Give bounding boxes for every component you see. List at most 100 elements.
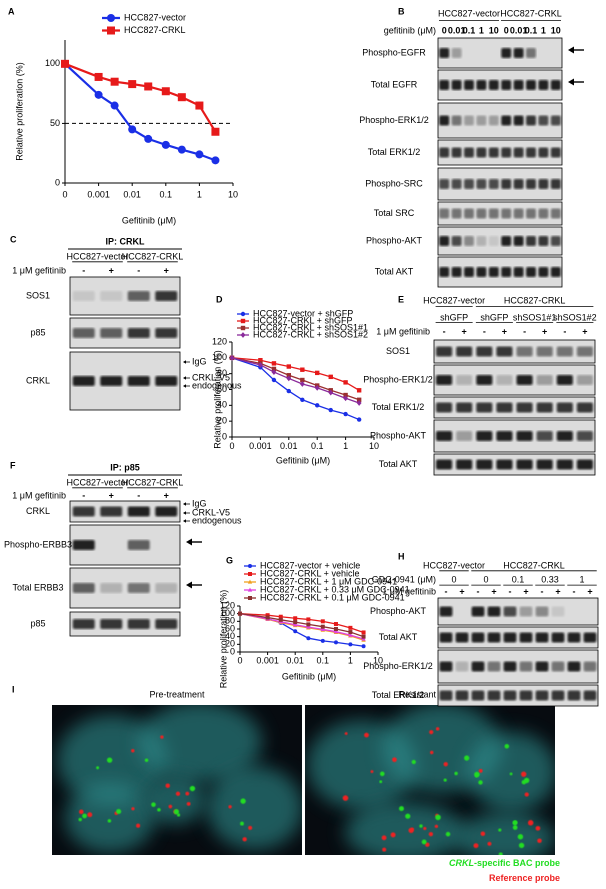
blot-band [538, 236, 549, 246]
x-tick-label: 0.1 [311, 441, 324, 451]
marker [293, 629, 298, 634]
blot-band [526, 80, 536, 90]
crkl-probe-signal [240, 821, 244, 826]
reference-probe-signal [228, 805, 232, 809]
group-label: HCC827-CRKL [504, 295, 566, 305]
marker [240, 332, 246, 338]
blot-band [476, 236, 487, 246]
subgroup-label: shSOS1#1 [513, 312, 557, 322]
blot-band [526, 48, 536, 58]
blot-strip [437, 684, 599, 707]
legend-label: HCC827-CRKL + 0.33 μM GDC-0941 [260, 584, 410, 594]
lane-label: 1 [479, 25, 484, 35]
blot-band [455, 690, 469, 701]
marker [343, 392, 348, 398]
marker [271, 377, 277, 383]
panel-letter: B [398, 6, 405, 16]
marker [107, 26, 115, 35]
legend-label: HCC827-CRKL + 0.1 μM GDC-0941 [260, 592, 405, 602]
blot-band [538, 115, 549, 126]
blot-band [536, 459, 553, 470]
marker [348, 642, 353, 647]
reference-probe-signal [430, 750, 434, 755]
dose-label: GDC-0941 (μM) [372, 574, 436, 584]
blot-band [538, 267, 549, 277]
x-tick-label: 0.1 [317, 656, 330, 666]
blot-band [567, 632, 581, 643]
reference-probe-signal [131, 749, 135, 753]
panel-letter: H [398, 551, 405, 561]
crkl-probe-signal [419, 824, 423, 828]
x-axis-label: Gefitinib (μM) [276, 455, 330, 465]
blot-band [476, 179, 487, 189]
marker [229, 354, 235, 361]
reference-probe-signal [443, 762, 448, 767]
blot-band [439, 267, 450, 277]
blot-band [464, 115, 474, 126]
marker [61, 59, 69, 68]
lane-label: - [443, 326, 446, 336]
x-tick-label: 10 [373, 656, 383, 666]
blot-band [488, 179, 499, 189]
marker [333, 640, 338, 645]
crkl-probe-signal [82, 813, 87, 819]
reference-probe-signal [392, 757, 397, 763]
lane-label: - [483, 326, 486, 336]
blot-band [536, 431, 553, 441]
blot-band [496, 431, 513, 441]
lane-label: + [502, 326, 507, 336]
marker [314, 385, 320, 391]
lane-label: + [109, 490, 114, 500]
lane-label: + [542, 326, 547, 336]
marker [333, 629, 339, 634]
blot-band [503, 661, 517, 672]
blot-band [488, 236, 499, 246]
row-label: p85 [30, 618, 45, 628]
blot-band [519, 606, 533, 617]
blot-band [550, 267, 561, 277]
marker [271, 361, 277, 366]
blot-band [551, 690, 565, 701]
marker [328, 407, 333, 413]
x-tick-label: 10 [369, 441, 379, 451]
blot-band [436, 459, 453, 470]
blot-band [100, 376, 123, 386]
blot-band [439, 606, 453, 617]
blot-band [127, 619, 150, 629]
blot-band [439, 661, 453, 672]
blot-band [487, 690, 501, 701]
crkl-probe-signal [509, 772, 513, 776]
blot-band [551, 606, 565, 617]
lane-label: + [164, 490, 169, 500]
marker [110, 101, 119, 110]
y-tick-label: 60 [217, 384, 227, 394]
lane-label: - [523, 326, 526, 336]
blot-strip [69, 500, 181, 523]
marker [265, 613, 270, 618]
blot-band [72, 291, 95, 301]
blot-band [526, 236, 536, 246]
blot-band [72, 506, 95, 517]
marker [293, 622, 298, 627]
reference-probe-signal [423, 826, 427, 831]
blot-band [513, 115, 524, 126]
blot-strip [433, 453, 596, 476]
blot-band [100, 583, 123, 593]
dose-value: 1 [579, 574, 584, 584]
row-label: p85 [30, 327, 45, 337]
blot-band [127, 506, 150, 517]
blot-band [501, 80, 512, 90]
reference-probe-signal [473, 843, 479, 849]
blot-band [526, 115, 536, 126]
blot-band [516, 402, 533, 413]
subgroup-label: shGFP [480, 312, 508, 322]
blot-band [127, 291, 150, 301]
blot-band [503, 606, 517, 617]
marker [248, 564, 252, 568]
row-label: SOS1 [26, 290, 50, 300]
y-tick-label: 20 [225, 639, 235, 649]
y-tick-label: 100 [212, 352, 227, 362]
crkl-probe-signal [445, 831, 451, 837]
panel-letter: E [398, 294, 404, 304]
